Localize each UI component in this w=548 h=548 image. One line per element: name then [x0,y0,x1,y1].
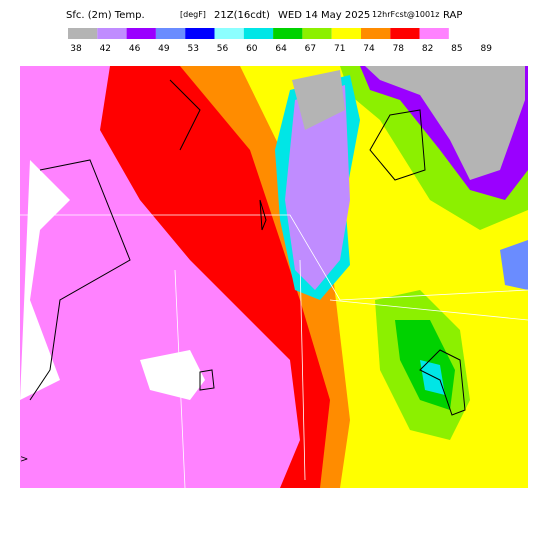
cold-patch [292,70,345,130]
legend-label: 56 [217,44,229,54]
legend-label: 67 [305,44,316,54]
model: RAP [443,10,462,21]
valid: 21Z(16cdt) [214,10,270,21]
legend-label: 71 [334,44,345,54]
legend-swatch [243,28,274,39]
legend-label: 85 [451,44,462,54]
pink-zone [20,66,300,488]
map: > [20,66,528,488]
state-lines [20,214,528,488]
legend-label: 46 [129,44,141,54]
legend-swatch [273,28,303,39]
legend-swatch [97,28,127,39]
legend-swatch [68,28,98,39]
field: Sfc. (2m) Temp. [66,10,145,21]
legend-label: 53 [187,44,198,54]
legend-swatch [390,28,420,39]
legend-label: 74 [363,44,375,54]
cyan-patch [420,360,445,395]
white-patch [140,350,205,400]
legend-label: 89 [480,44,492,54]
lake-michigan [285,85,350,290]
legend-swatch [214,28,244,39]
legend-swatch [155,28,186,39]
blue-patch [500,240,528,290]
legend-swatch [302,28,332,39]
legend-swatch [331,28,361,39]
contour-lines [29,79,466,416]
legend-label: 38 [70,44,82,54]
legend-label: 60 [246,44,258,54]
white-patch [20,160,70,400]
legend-label: 82 [422,44,433,54]
legend-swatch [361,28,391,39]
legend-label: 78 [393,44,405,54]
forecast: 12hrFcst@1001z [372,10,439,19]
cold-lake [365,66,525,180]
legend-label: 42 [100,44,111,54]
units: [degF] [180,10,206,19]
legend-label: 49 [158,44,170,54]
legend: 38 42 46 49 53 56 60 64 67 71 74 78 82 85 89 [68,28,508,54]
edge-marker: > [20,454,28,465]
legend-swatch [419,28,449,39]
header: Sfc. (2m) Temp. [degF] 21Z(16cdt) WED 14… [66,10,462,21]
date: WED 14 May 2025 [278,10,370,21]
legend-label: 64 [275,44,287,54]
legend-swatch [185,28,215,39]
legend-swatch [126,28,156,39]
legend-swatch [448,28,479,39]
legend-swatch [478,28,508,39]
